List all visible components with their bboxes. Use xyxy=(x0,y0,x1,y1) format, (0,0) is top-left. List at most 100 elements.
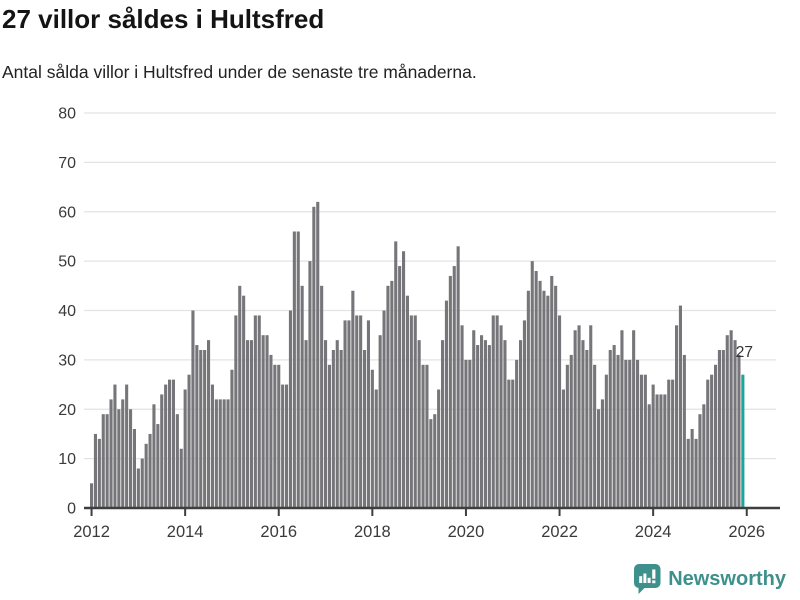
bar xyxy=(156,424,160,508)
x-tick-label: 2022 xyxy=(541,523,578,541)
bar xyxy=(253,315,257,508)
bar xyxy=(441,340,445,509)
bar xyxy=(725,335,729,508)
latest-value-label: 27 xyxy=(736,344,753,361)
bar xyxy=(351,290,355,508)
bar xyxy=(558,315,562,508)
bar xyxy=(382,310,386,508)
bar xyxy=(437,389,441,508)
bar xyxy=(604,374,608,508)
bar xyxy=(144,443,148,508)
bar xyxy=(343,320,347,509)
bar xyxy=(339,350,343,508)
bar xyxy=(405,295,409,508)
bar xyxy=(546,295,550,508)
bar xyxy=(710,374,714,508)
bar xyxy=(327,364,331,508)
bar xyxy=(522,320,526,509)
bar xyxy=(203,350,207,508)
bar xyxy=(721,350,725,508)
bar xyxy=(577,325,581,508)
bar xyxy=(550,275,554,508)
bar xyxy=(242,295,246,508)
bar xyxy=(452,266,456,508)
bar xyxy=(226,399,230,509)
bar xyxy=(491,315,495,508)
bar xyxy=(616,354,620,508)
newsworthy-logo[interactable]: Newsworthy xyxy=(634,564,786,594)
chart-title: 27 villor såldes i Hultsfred xyxy=(2,4,325,34)
bar xyxy=(600,399,604,509)
bar xyxy=(152,404,156,508)
bar xyxy=(581,340,585,509)
x-tick-label: 2026 xyxy=(728,523,765,541)
bar xyxy=(312,206,316,508)
bar xyxy=(374,389,378,508)
bar xyxy=(526,290,530,508)
bar xyxy=(678,305,682,508)
bar xyxy=(507,379,511,509)
bar xyxy=(214,399,218,509)
x-tick-label: 2014 xyxy=(167,523,204,541)
bar xyxy=(281,384,285,508)
bar xyxy=(425,364,429,508)
bar xyxy=(347,320,351,509)
bar xyxy=(519,340,523,509)
bar xyxy=(534,271,538,508)
bar xyxy=(183,389,187,508)
highlight-bar xyxy=(741,374,745,508)
bar xyxy=(530,261,534,509)
bar xyxy=(331,350,335,508)
bar xyxy=(643,374,647,508)
bar xyxy=(398,266,402,508)
bar xyxy=(187,374,191,508)
bar xyxy=(702,404,706,508)
bar xyxy=(714,364,718,508)
bar xyxy=(593,364,597,508)
y-tick-label: 50 xyxy=(58,254,76,271)
bar xyxy=(320,285,324,508)
bar xyxy=(682,354,686,508)
bar xyxy=(175,414,179,508)
bar xyxy=(129,409,133,508)
bar xyxy=(480,335,484,508)
bar xyxy=(612,345,616,508)
bar xyxy=(234,315,238,508)
bar xyxy=(733,340,737,509)
bar xyxy=(690,429,694,508)
bar xyxy=(655,394,659,508)
bar xyxy=(639,374,643,508)
bar xyxy=(698,414,702,508)
bar xyxy=(113,384,117,508)
bar xyxy=(456,246,460,508)
newsworthy-icon xyxy=(634,564,661,594)
bar xyxy=(199,350,203,508)
bar xyxy=(249,340,253,509)
bar xyxy=(316,201,320,509)
bar xyxy=(218,399,222,509)
x-tick-label: 2018 xyxy=(354,523,391,541)
bar xyxy=(413,315,417,508)
bar xyxy=(355,315,359,508)
bar xyxy=(573,330,577,508)
bar xyxy=(195,345,199,508)
bar xyxy=(429,419,433,509)
bar xyxy=(304,340,308,509)
bar xyxy=(729,330,733,508)
bar xyxy=(663,394,667,508)
bar xyxy=(686,438,690,509)
bar xyxy=(277,364,281,508)
bar xyxy=(160,394,164,508)
bar xyxy=(651,384,655,508)
bar xyxy=(359,315,363,508)
bar xyxy=(511,379,515,509)
bar xyxy=(675,325,679,508)
bar xyxy=(136,468,140,508)
bar xyxy=(448,275,452,508)
bar xyxy=(472,330,476,508)
bar xyxy=(444,300,448,509)
bar xyxy=(191,310,195,508)
bar xyxy=(585,350,589,508)
bar xyxy=(717,350,721,508)
bar xyxy=(90,483,94,508)
